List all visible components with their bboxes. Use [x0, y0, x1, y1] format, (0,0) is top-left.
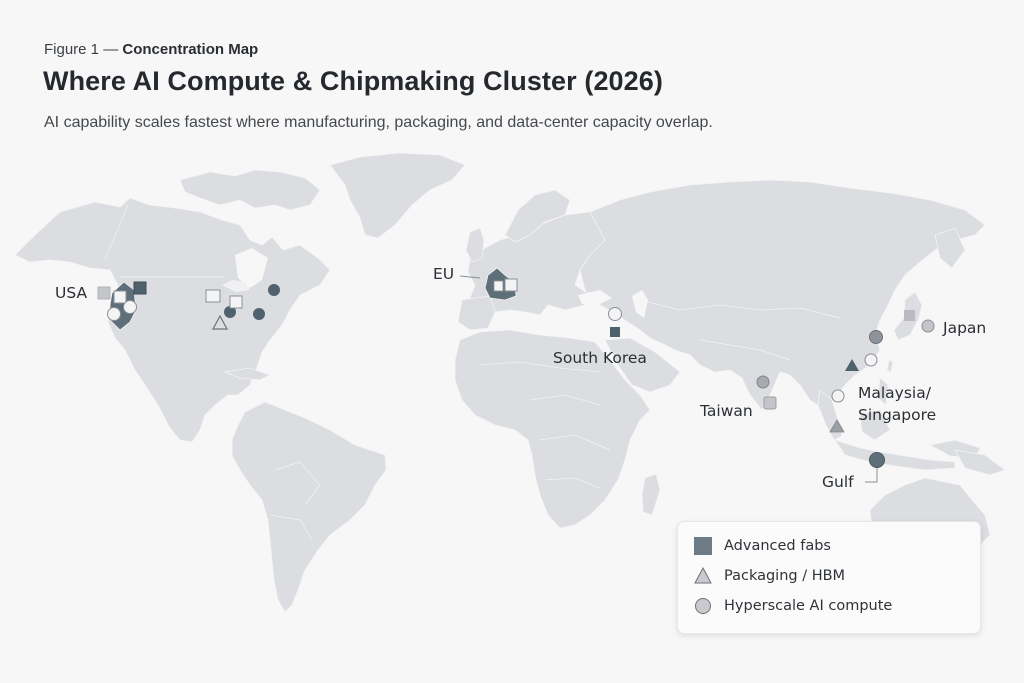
square-icon — [694, 537, 712, 555]
landmass-iberia — [457, 295, 496, 331]
label-usa: USA — [55, 284, 88, 302]
marker-circle-dark — [224, 306, 236, 318]
legend-label: Hyperscale AI compute — [724, 598, 893, 614]
marker-square-dark — [610, 327, 620, 337]
landmass-north-america — [14, 197, 331, 443]
marker-triangle-outline — [211, 314, 229, 330]
marker-square-white — [493, 280, 504, 292]
landmass-greenland — [329, 152, 466, 239]
landmass-arctic-islands — [179, 169, 321, 211]
legend-item-hyperscale-ai-compute: Hyperscale AI compute — [694, 597, 892, 615]
legend-label: Packaging / HBM — [724, 568, 846, 584]
marker-triangle-mid — [829, 419, 845, 433]
marker-circle-white — [831, 389, 845, 403]
figure-prefix: Figure 1 — — [44, 41, 119, 58]
markers-layer — [97, 278, 935, 468]
page-title: Where AI Compute & Chipmaking Cluster (2… — [43, 66, 663, 96]
triangle-icon — [694, 566, 712, 585]
marker-square-white — [504, 278, 518, 292]
legend-item-packaging-hbm: Packaging / HBM — [694, 566, 846, 585]
label-malaysia-singapore-line1: Malaysia/ — [858, 384, 931, 402]
marker-square-dark — [133, 281, 147, 295]
label-taiwan: Taiwan — [700, 402, 753, 420]
marker-circle-white — [608, 307, 622, 321]
page-subtitle: AI capability scales fastest where manuf… — [44, 114, 713, 131]
marker-square-white — [229, 295, 243, 309]
label-malaysia-singapore-line2: Singapore — [858, 406, 937, 424]
marker-circle-light — [921, 319, 935, 333]
marker-triangle-dark — [845, 359, 859, 371]
marker-square-light — [904, 310, 915, 321]
gulf-leader-line — [865, 466, 878, 483]
landmass-south-america — [231, 401, 387, 613]
legend-label: Advanced fabs — [724, 538, 831, 554]
landmass-arabia — [604, 337, 681, 393]
map-legend: Advanced fabs Packaging / HBM Hyperscale… — [677, 521, 981, 634]
label-japan: Japan — [943, 319, 987, 337]
marker-circle-dark — [869, 452, 885, 468]
marker-square-light — [97, 286, 111, 300]
marker-circle-white — [107, 307, 121, 321]
eu-leader-line — [459, 275, 481, 279]
landmass-africa — [454, 329, 651, 529]
landmass-indonesia — [834, 439, 956, 471]
marker-circle-mid — [756, 375, 770, 389]
landmass-uk — [465, 227, 485, 263]
landmass-madagascar — [641, 473, 661, 516]
figure-name: Concentration Map — [122, 41, 259, 58]
label-eu: EU — [433, 265, 455, 283]
circle-icon — [694, 597, 712, 615]
label-gulf: Gulf — [822, 473, 854, 491]
label-south-korea: South Korea — [553, 349, 647, 367]
legend-item-advanced-fabs: Advanced fabs — [694, 537, 831, 555]
marker-circle-dark — [253, 308, 265, 320]
marker-circle-white — [123, 300, 137, 314]
marker-circle-mid — [869, 330, 883, 344]
marker-square-light — [763, 396, 777, 410]
marker-square-white — [205, 289, 221, 303]
marker-square-white — [113, 290, 127, 304]
marker-circle-white — [864, 353, 878, 367]
figure-label: Figure 1 — Concentration Map — [44, 41, 258, 58]
marker-circle-dark — [268, 284, 280, 296]
